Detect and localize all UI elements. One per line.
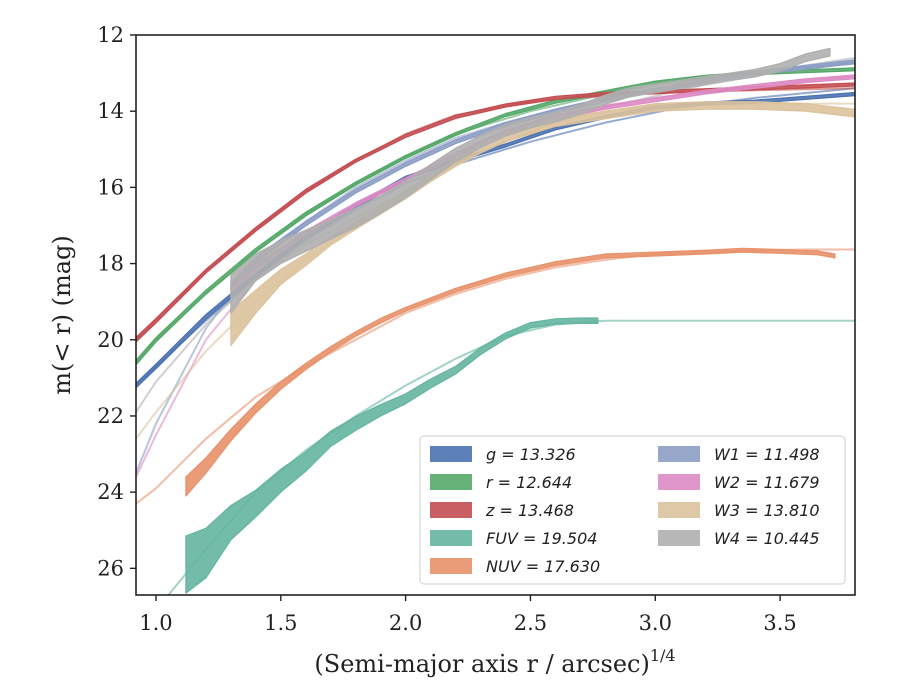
observed-bands <box>136 47 855 594</box>
y-tick-label: 18 <box>97 252 124 276</box>
x-axis-label-exponent: 1/4 <box>650 646 676 665</box>
legend-label-fuv: FUV = 19.504 <box>486 529 597 548</box>
y-tick-label: 22 <box>97 404 124 428</box>
observed-band-z <box>136 82 855 343</box>
legend-label-g: g = 13.326 <box>486 445 576 464</box>
x-tick-label: 2.0 <box>389 611 422 635</box>
observed-band-fuv <box>185 317 599 594</box>
model-curve-w4 <box>136 56 855 413</box>
observed-band-w4 <box>230 47 831 314</box>
y-axis: 12 14 16 18 20 22 24 26 <box>97 23 136 580</box>
legend-box <box>419 435 846 585</box>
observed-band-nuv <box>185 247 836 497</box>
legend-swatch-w3 <box>658 502 700 518</box>
legend-swatch-g <box>430 446 472 462</box>
observed-band-r <box>136 67 855 366</box>
legend-label-z: z = 13.468 <box>485 501 574 520</box>
legend-label-w1: W1 = 11.498 <box>714 445 820 464</box>
y-axis-label: m(< r) (mag) <box>48 235 76 394</box>
legend-swatch-w4 <box>658 530 700 546</box>
x-tick-label: 3.5 <box>763 611 796 635</box>
legend-swatch-w1 <box>658 446 700 462</box>
legend-label-w2: W2 = 11.679 <box>714 473 820 492</box>
y-tick-label: 26 <box>97 556 124 580</box>
legend-label-nuv: NUV = 17.630 <box>486 557 600 576</box>
legend-swatch-w2 <box>658 474 700 490</box>
y-tick-label: 14 <box>97 99 124 123</box>
x-axis: 1.0 1.5 2.0 2.5 3.0 3.5 <box>139 595 797 635</box>
legend-label-w3: W3 = 13.810 <box>714 501 820 520</box>
plot-frame <box>135 34 856 596</box>
y-tick-label: 24 <box>97 480 124 504</box>
x-tick-label: 1.0 <box>139 611 172 635</box>
legend-swatch-nuv <box>430 558 472 574</box>
x-tick-label: 3.0 <box>639 611 672 635</box>
x-tick-label: 1.5 <box>264 611 297 635</box>
y-tick-label: 12 <box>97 23 124 47</box>
y-tick-label: 20 <box>97 328 124 352</box>
legend-swatch-z <box>430 502 472 518</box>
legend-swatch-r <box>430 474 472 490</box>
x-tick-label: 2.5 <box>514 611 547 635</box>
legend-label-r: r = 12.644 <box>486 473 572 492</box>
x-axis-label-text: (Semi-major axis r / arcsec) <box>314 650 649 678</box>
legend-label-w4: W4 = 10.445 <box>714 529 820 548</box>
observed-band-w1 <box>230 59 855 291</box>
legend: g = 13.326 r = 12.644 z = 13.468 FUV = 19.5… <box>419 435 846 585</box>
x-axis-label: (Semi-major axis r / arcsec)1/4 <box>314 646 675 678</box>
y-tick-label: 16 <box>97 175 124 199</box>
legend-swatch-fuv <box>430 530 472 546</box>
